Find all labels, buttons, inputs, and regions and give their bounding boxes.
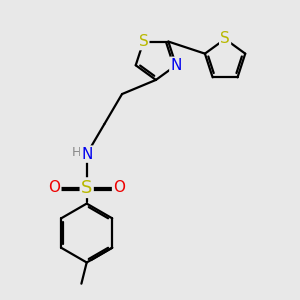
Text: S: S bbox=[139, 34, 148, 49]
Text: N: N bbox=[81, 147, 92, 162]
Text: H: H bbox=[72, 146, 81, 159]
Text: O: O bbox=[48, 180, 60, 195]
Text: N: N bbox=[170, 58, 182, 73]
Text: S: S bbox=[81, 179, 92, 197]
Text: O: O bbox=[113, 180, 125, 195]
Text: S: S bbox=[220, 32, 230, 46]
